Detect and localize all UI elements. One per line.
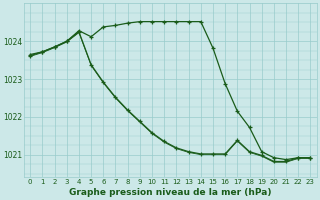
X-axis label: Graphe pression niveau de la mer (hPa): Graphe pression niveau de la mer (hPa): [69, 188, 272, 197]
